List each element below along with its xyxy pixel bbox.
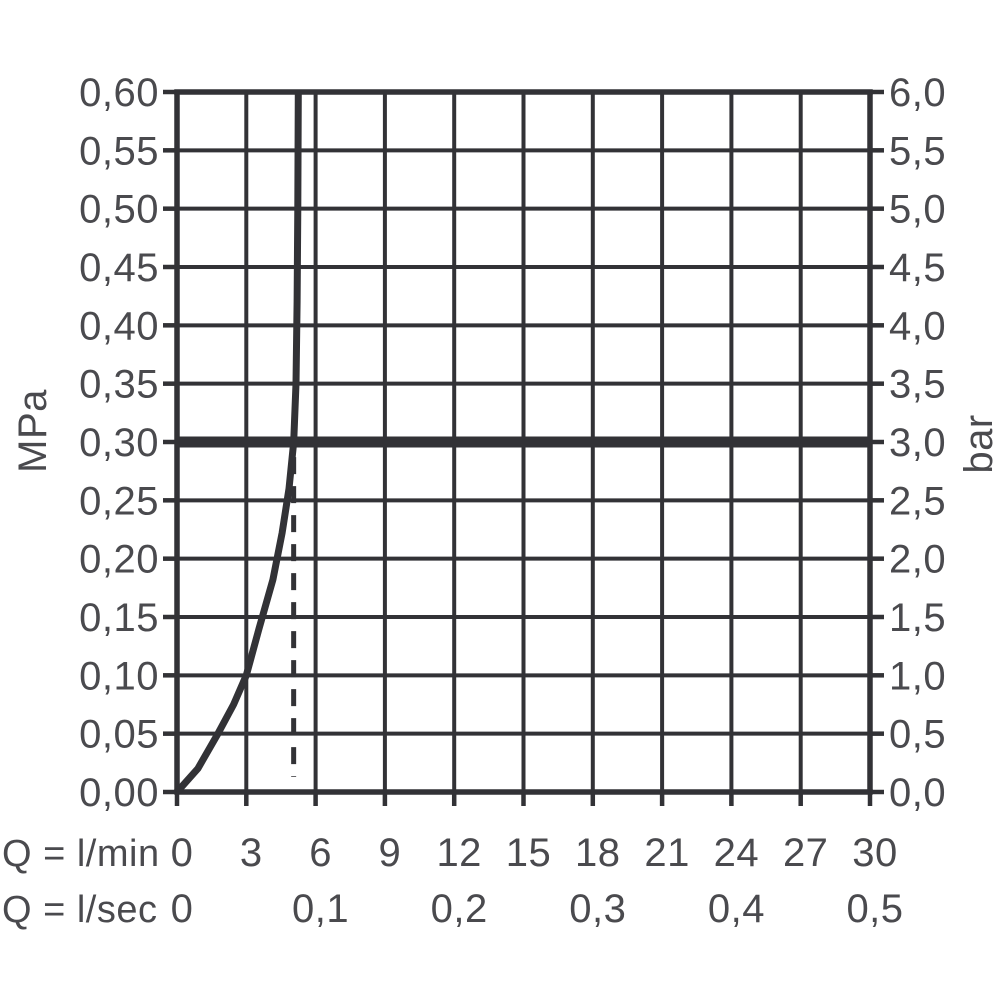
x-lmin-tick-label: 6 [309,831,332,875]
left-axis-unit-label: MPa [11,389,55,473]
right-axis-tick-label: 0,5 [889,713,946,757]
left-axis-tick-label: 0,35 [79,363,159,407]
x-axis-lsec-tick-labels: 0 0,1 0,2 0,3 0,4 0,5 [171,887,903,931]
right-axis-tick-label: 1,0 [889,654,946,698]
x-axis-lmin-unit-label: Q = l/min [2,833,160,875]
x-lsec-tick-label: 0,1 [292,887,349,931]
right-axis-tick-label: 5,5 [889,129,946,173]
x-lsec-tick-label: 0,5 [846,887,903,931]
left-axis-tick-label: 0,45 [79,246,159,290]
x-axis-lsec-unit-label: Q = l/sec [2,889,158,931]
left-axis-tick-label: 0,10 [79,654,159,698]
x-lmin-tick-label: 12 [436,831,482,875]
x-lmin-tick-label: 3 [240,831,263,875]
x-lmin-tick-label: 21 [644,831,690,875]
x-lmin-tick-label: 18 [575,831,621,875]
right-axis-unit-label: bar [957,414,1000,473]
flow-curve [174,91,302,795]
right-axis-tick-label: 4,5 [889,246,946,290]
right-axis-tick-labels: 6,0 5,5 5,0 4,5 4,0 3,5 3,0 2,5 2,0 1,5 1,0 0,5 0,0 [889,71,946,815]
left-axis-tick-labels: 0,60 0,55 0,50 0,45 0,40 0,35 0,30 0,25 0,20 0,15… [79,71,159,815]
x-lsec-tick-label: 0 [171,887,194,931]
left-axis-tick-label: 0,30 [79,421,159,465]
left-axis-tick-label: 0,05 [79,713,159,757]
left-axis-tick-label: 0,20 [79,538,159,582]
left-axis-tick-label: 0,25 [79,479,159,523]
left-axis-tick-label: 0,55 [79,129,159,173]
x-lmin-tick-label: 24 [714,831,760,875]
axis-ticks [163,89,884,806]
x-lsec-tick-label: 0,2 [431,887,488,931]
x-lmin-tick-label: 30 [852,831,898,875]
x-lmin-tick-label: 0 [171,831,194,875]
x-lmin-tick-label: 15 [506,831,552,875]
right-axis-tick-label: 3,0 [889,421,946,465]
right-axis-tick-label: 1,5 [889,596,946,640]
x-axis-lmin-tick-labels: 0 3 6 9 12 15 18 21 24 27 30 [171,831,898,875]
left-axis-tick-label: 0,40 [79,304,159,348]
right-axis-tick-label: 0,0 [889,771,946,815]
right-axis-tick-label: 2,5 [889,479,946,523]
x-lsec-tick-label: 0,3 [569,887,626,931]
x-lmin-tick-label: 9 [379,831,402,875]
right-axis-tick-label: 3,5 [889,363,946,407]
left-axis-tick-label: 0,60 [79,71,159,115]
right-axis-tick-label: 5,0 [889,188,946,232]
left-axis-tick-label: 0,00 [79,771,159,815]
right-axis-tick-label: 2,0 [889,538,946,582]
right-axis-tick-label: 4,0 [889,304,946,348]
x-lmin-tick-label: 27 [783,831,829,875]
x-lsec-tick-label: 0,4 [708,887,765,931]
left-axis-tick-label: 0,15 [79,596,159,640]
right-axis-tick-label: 6,0 [889,71,946,115]
left-axis-tick-label: 0,50 [79,188,159,232]
